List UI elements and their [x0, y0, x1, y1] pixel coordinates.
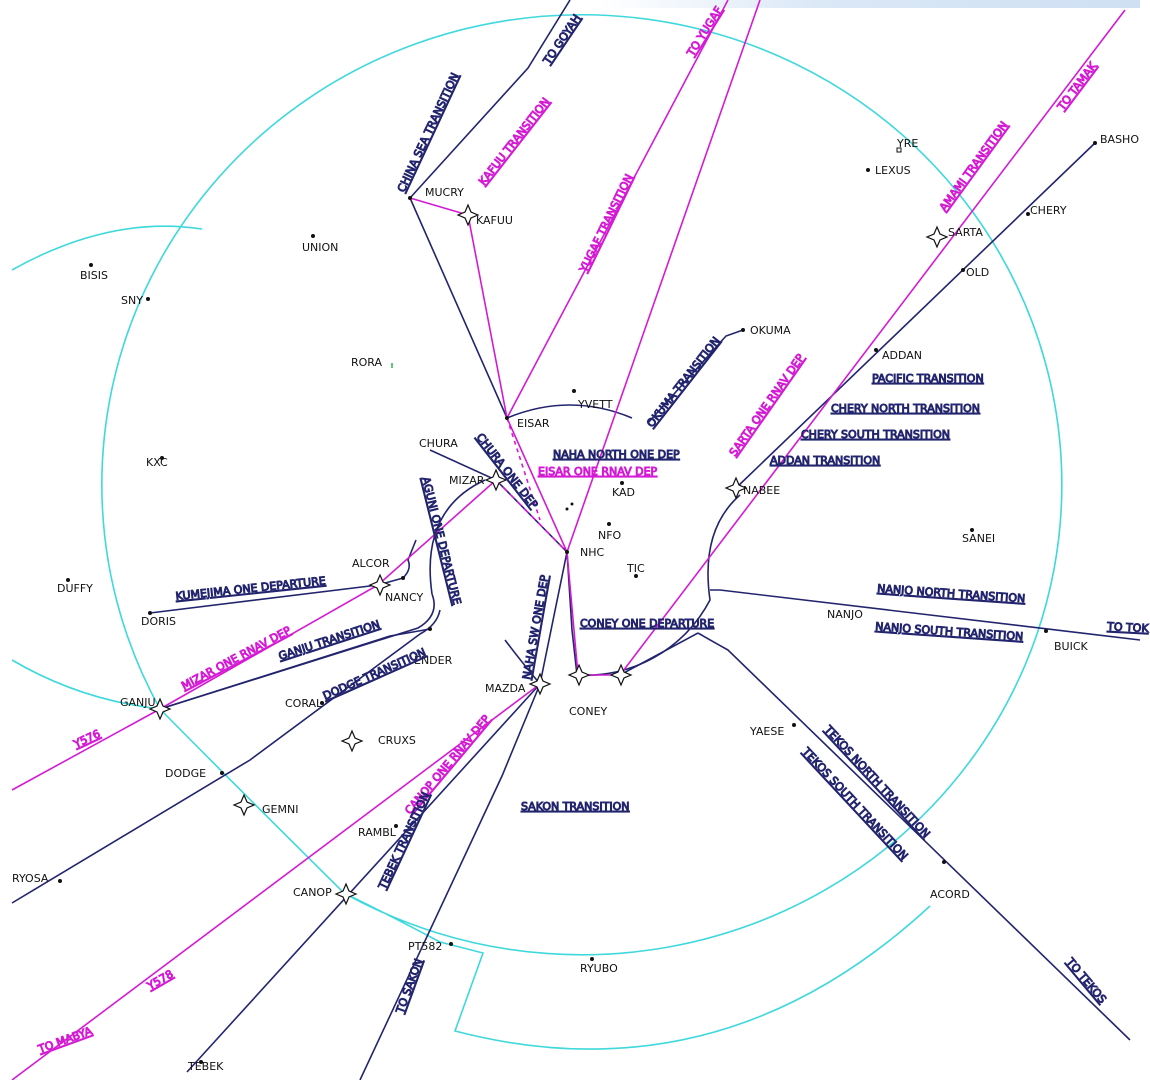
- sarta-star-icon: [925, 225, 949, 249]
- route-kafuu: KAFUU TRANSITION: [476, 95, 552, 187]
- fix-ryubo: RYUBO: [580, 962, 618, 975]
- fix-ryosa: RYOSA: [12, 872, 49, 885]
- coney-star-icon: [567, 663, 591, 687]
- fix-eisar: EISAR: [517, 417, 550, 430]
- fix-rora: RORA: [351, 356, 382, 369]
- fix-old: OLD: [966, 266, 989, 279]
- top-edge-gradient: [600, 0, 1140, 8]
- fix-yaese: YAESE: [749, 725, 784, 738]
- fix-mazda: MAZDA: [485, 682, 526, 695]
- yre-mark: [896, 147, 902, 153]
- fix-chery: CHERY: [1030, 204, 1067, 217]
- fix-rambl: RAMBL: [358, 826, 397, 839]
- fix-duffy: DUFFY: [57, 582, 93, 595]
- fix-canop: CANOP: [293, 886, 332, 899]
- fix-gemni: GEMNI: [262, 803, 298, 816]
- route-y576: Y576: [71, 727, 103, 751]
- route-to-tamak: TO TAMAK: [1054, 59, 1099, 113]
- fix-doris: DORIS: [141, 615, 176, 628]
- route-amami: AMAMI TRANSITION: [937, 119, 1011, 214]
- fix-nhc: NHC: [580, 546, 605, 559]
- fix-cruxs: CRUXS: [378, 734, 416, 747]
- fix-tic: TIC: [626, 562, 645, 575]
- canop-star-icon: [334, 882, 358, 906]
- fix-dots: [58, 141, 1097, 1064]
- rotated-route-labels: TO GOYAH TO YUGAF TO TAMAK CHINA SEA TRA…: [35, 4, 1150, 1057]
- route-y578: Y578: [144, 967, 175, 993]
- fix-yvett: YVETT: [577, 398, 613, 411]
- route-pacific: PACIFIC TRANSITION: [872, 372, 984, 385]
- navy-routes: [11, 0, 1141, 1080]
- fix-dodge: DODGE: [165, 767, 206, 780]
- route-addan: ADDAN TRANSITION: [770, 454, 880, 467]
- gemni-star-icon: [232, 793, 256, 817]
- route-to-tok: TO TOK: [1106, 620, 1150, 635]
- route-mizar-rnav: MIZAR ONE RNAV DEP: [179, 624, 293, 693]
- fix-kad: KAD: [612, 486, 635, 499]
- fix-sarta: SARTA: [948, 226, 983, 239]
- fix-kxc: KXC: [146, 456, 168, 469]
- nabee-star-icon: [724, 476, 748, 500]
- route-china-sea: CHINA SEA TRANSITION: [395, 71, 462, 194]
- cruxs-star-icon: [340, 729, 364, 753]
- fix-sanei: SANEI: [962, 532, 995, 545]
- fix-nfo: NFO: [598, 529, 622, 542]
- fix-basho: BASHO: [1100, 133, 1139, 146]
- mazda-star-icon: [528, 672, 552, 696]
- nancy-star-icon: [368, 573, 392, 597]
- ganju-star-icon: [148, 697, 172, 721]
- route-naha-north: NAHA NORTH ONE DEP: [553, 448, 680, 461]
- fix-nanjo: NANJO: [827, 608, 863, 621]
- route-yugaf: YUGAF TRANSITION: [577, 172, 636, 275]
- fix-pt582: PT582: [408, 940, 442, 953]
- fix-yre: YRE: [896, 137, 918, 150]
- fix-alcor: ALCOR: [352, 557, 390, 570]
- fix-nancy: NANCY: [385, 591, 423, 604]
- fix-lexus: LEXUS: [875, 164, 911, 177]
- fix-addan: ADDAN: [882, 349, 922, 362]
- fix-kafuu: KAFUU: [476, 214, 513, 227]
- fix-sny: SNY: [121, 294, 143, 307]
- fix-union: UNION: [302, 241, 338, 254]
- route-coney-dep: CONEY ONE DEPARTURE: [580, 617, 714, 630]
- route-sarta-rnav: SARTA ONE RNAV DEP: [727, 351, 808, 458]
- airspace-boundary: [11, 14, 1063, 1050]
- route-aguni-dep: AGUNI ONE DEPARTURE: [419, 476, 463, 607]
- fix-labels: BASHO CHERY SARTA OLD LEXUS YRE MUCRY KA…: [12, 133, 1139, 1073]
- fix-bisis: BISIS: [80, 269, 108, 282]
- fix-chura: CHURA: [419, 437, 458, 450]
- route-okuma: OKUMA TRANSITION: [644, 334, 723, 429]
- route-nanjo-north: NANJO NORTH TRANSITION: [877, 582, 1026, 605]
- route-chery-south: CHERY SOUTH TRANSITION: [801, 428, 950, 441]
- magenta-routes: [11, 0, 1126, 1080]
- route-to-mabya: TO MABYA: [36, 1024, 95, 1056]
- fix-coral: CORAL: [285, 697, 323, 710]
- fix-buick: BUICK: [1054, 640, 1089, 653]
- route-sakon: SAKON TRANSITION: [521, 800, 629, 813]
- fix-okuma: OKUMA: [750, 324, 791, 337]
- route-kumejima: KUMEJIMA ONE DEPARTURE: [175, 574, 326, 603]
- route-to-yugaf: TO YUGAF: [684, 4, 725, 59]
- mizar-star-icon: [484, 468, 508, 492]
- coney-east-star-icon: [609, 663, 633, 687]
- fix-tebek: TEBEK: [187, 1060, 224, 1073]
- route-naha-sw: NAHA SW ONE DEP: [520, 574, 551, 681]
- route-chery-north: CHERY NORTH TRANSITION: [831, 402, 980, 415]
- fix-ganju: GANJU: [120, 696, 156, 709]
- fix-acord: ACORD: [930, 888, 970, 901]
- fix-mizar: MIZAR: [449, 474, 485, 487]
- route-to-sakon: TO SAKON: [393, 957, 425, 1016]
- route-to-goyah: TO GOYAH: [540, 12, 583, 67]
- fix-mucry: MUCRY: [425, 186, 464, 199]
- horizontal-route-labels: PACIFIC TRANSITION CHERY NORTH TRANSITIO…: [521, 372, 985, 814]
- route-eisar-rnav: EISAR ONE RNAV DEP: [538, 465, 658, 478]
- fix-nabee: NABEE: [743, 484, 780, 497]
- fix-ender: ENDER: [414, 654, 453, 667]
- kafuu-star-icon: [456, 203, 480, 227]
- fix-coney: CONEY: [569, 705, 608, 718]
- waypoint-stars: [148, 203, 949, 906]
